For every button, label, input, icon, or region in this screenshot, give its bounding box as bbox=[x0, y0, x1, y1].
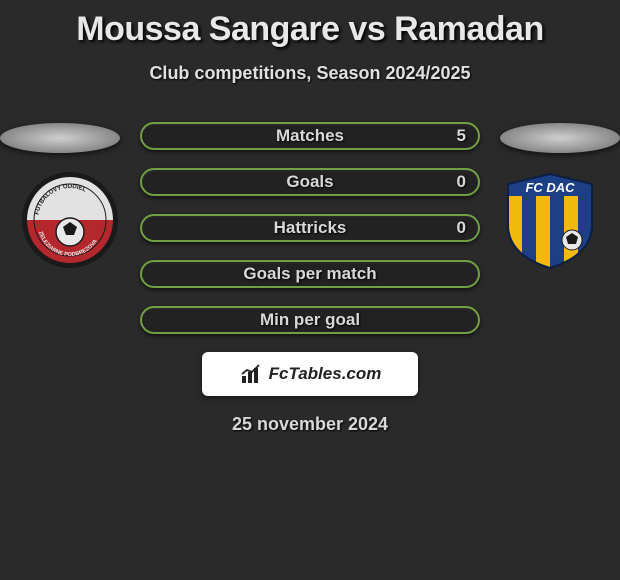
svg-text:FC DAC: FC DAC bbox=[525, 180, 575, 195]
comparison-card: Moussa Sangare vs Ramadan Club competiti… bbox=[0, 0, 620, 435]
chart-icon bbox=[239, 362, 263, 386]
page-subtitle: Club competitions, Season 2024/2025 bbox=[0, 63, 620, 84]
brand-badge[interactable]: FcTables.com bbox=[202, 352, 418, 396]
club-badge-right: FC DAC bbox=[500, 170, 600, 270]
club-badge-left: FUTBALOVY ODDIEL ZELEZIARNE PODBREZOVA bbox=[20, 170, 120, 270]
brand-text: FcTables.com bbox=[269, 364, 382, 384]
stat-right-value: 5 bbox=[457, 126, 466, 146]
stat-right-value: 0 bbox=[457, 218, 466, 238]
stat-row-matches: Matches 5 bbox=[140, 122, 480, 150]
stat-row-hattricks: Hattricks 0 bbox=[140, 214, 480, 242]
stat-label: Min per goal bbox=[260, 310, 360, 330]
stat-label: Hattricks bbox=[274, 218, 347, 238]
club-left-icon: FUTBALOVY ODDIEL ZELEZIARNE PODBREZOVA bbox=[20, 170, 120, 270]
stat-row-min-per-goal: Min per goal bbox=[140, 306, 480, 334]
stat-row-goals-per-match: Goals per match bbox=[140, 260, 480, 288]
club-right-icon: FC DAC bbox=[500, 170, 600, 270]
stat-label: Matches bbox=[276, 126, 344, 146]
page-title: Moussa Sangare vs Ramadan bbox=[0, 10, 620, 49]
stat-label: Goals per match bbox=[243, 264, 376, 284]
stat-label: Goals bbox=[286, 172, 333, 192]
stat-row-goals: Goals 0 bbox=[140, 168, 480, 196]
stat-right-value: 0 bbox=[457, 172, 466, 192]
date-label: 25 november 2024 bbox=[0, 414, 620, 435]
player-halo-left bbox=[0, 123, 120, 153]
player-halo-right bbox=[500, 123, 620, 153]
